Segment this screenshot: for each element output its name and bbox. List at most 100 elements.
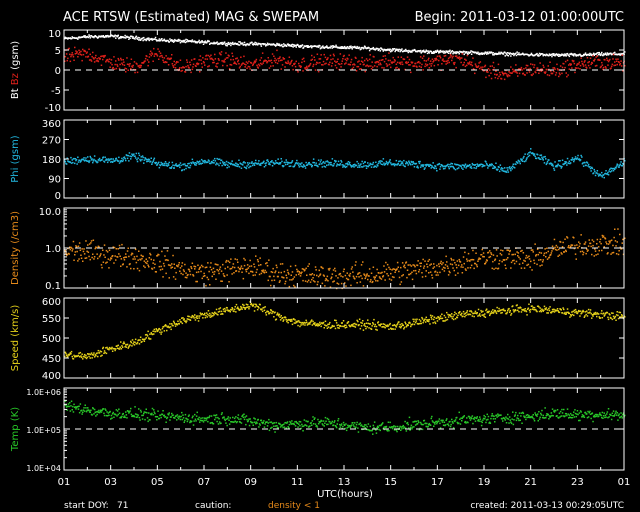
point-bz	[214, 53, 216, 56]
point-speed	[594, 313, 596, 315]
point-speed	[440, 317, 442, 320]
point-bz	[152, 60, 154, 62]
point-bz	[119, 63, 121, 66]
point-phi	[379, 162, 381, 164]
point-bz	[209, 58, 212, 60]
point-bz	[591, 62, 594, 64]
point-phi	[141, 158, 143, 161]
point-phi	[356, 160, 358, 163]
point-density	[382, 275, 385, 277]
point-phi	[317, 159, 320, 161]
point-bt	[222, 42, 225, 45]
point-bz	[521, 69, 523, 71]
point-bz	[447, 57, 450, 60]
point-bz	[567, 74, 569, 76]
point-speed	[133, 341, 135, 343]
point-bt	[426, 50, 428, 52]
point-speed	[368, 327, 370, 329]
point-phi	[139, 160, 142, 162]
point-temp	[123, 415, 126, 417]
point-phi	[372, 161, 375, 164]
point-speed	[373, 325, 376, 328]
point-density	[624, 237, 626, 239]
point-speed	[299, 321, 302, 324]
point-density	[166, 259, 168, 261]
point-density	[87, 244, 89, 246]
point-density	[184, 276, 187, 279]
point-bz	[513, 70, 515, 72]
point-bz	[569, 64, 572, 66]
point-bt	[227, 41, 230, 44]
point-speed	[541, 308, 543, 310]
point-speed	[256, 308, 259, 311]
point-bt	[537, 54, 539, 56]
point-phi	[234, 164, 236, 167]
point-bt	[574, 53, 576, 55]
point-speed	[345, 324, 347, 327]
point-density	[255, 271, 258, 274]
point-density	[332, 269, 335, 271]
point-bt	[444, 51, 447, 54]
point-bz	[467, 62, 469, 64]
point-speed	[88, 353, 91, 355]
point-phi	[250, 165, 252, 168]
point-phi	[66, 157, 68, 159]
point-phi	[497, 168, 499, 171]
point-phi	[564, 162, 567, 165]
point-bt	[260, 43, 262, 46]
point-bz	[124, 67, 126, 70]
point-density	[377, 280, 379, 282]
point-phi	[123, 156, 126, 158]
point-phi	[342, 164, 345, 166]
point-bz	[187, 64, 189, 67]
point-speed	[166, 329, 168, 332]
point-speed	[204, 316, 207, 319]
point-bz	[354, 56, 357, 59]
point-speed	[272, 310, 274, 313]
point-density	[455, 264, 457, 266]
point-phi	[591, 166, 593, 169]
point-bz	[433, 64, 436, 67]
point-density	[456, 260, 459, 262]
point-bz	[66, 59, 68, 62]
point-bt	[619, 54, 622, 56]
point-bz	[231, 52, 233, 55]
point-speed	[353, 325, 355, 328]
point-density	[73, 259, 75, 261]
point-density	[133, 268, 135, 270]
point-speed	[90, 352, 93, 354]
point-density	[573, 237, 575, 239]
point-phi	[589, 166, 591, 168]
point-bz	[613, 64, 615, 67]
point-speed	[220, 313, 222, 315]
point-density	[380, 272, 382, 274]
point-density	[108, 249, 111, 251]
point-phi	[451, 165, 453, 168]
point-bt	[204, 41, 206, 44]
point-temp	[121, 415, 123, 418]
point-bt	[84, 35, 86, 37]
point-speed	[326, 324, 328, 327]
point-bt	[462, 50, 465, 53]
point-bz	[474, 63, 477, 65]
point-speed	[447, 316, 450, 318]
point-bt	[358, 47, 361, 49]
point-speed	[359, 327, 362, 330]
point-density	[413, 264, 416, 267]
point-speed	[556, 308, 559, 310]
point-density	[80, 257, 83, 259]
point-speed	[362, 329, 365, 331]
point-bz	[148, 56, 151, 58]
point-speed	[203, 314, 205, 316]
point-bz	[246, 62, 249, 64]
point-bz	[218, 52, 221, 54]
point-bt	[226, 45, 228, 47]
point-speed	[472, 312, 475, 315]
point-bt	[481, 53, 483, 55]
point-bz	[378, 59, 381, 62]
point-bz	[315, 63, 317, 66]
point-temp	[85, 410, 88, 413]
point-phi	[110, 161, 112, 163]
point-bt	[202, 43, 205, 45]
point-density	[535, 254, 538, 256]
